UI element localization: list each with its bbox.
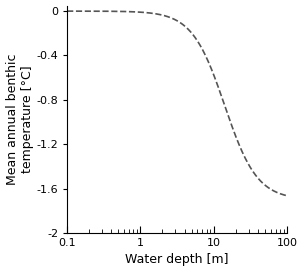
X-axis label: Water depth [m]: Water depth [m] bbox=[125, 254, 229, 267]
Y-axis label: Mean annual benthic
temperature [°C]: Mean annual benthic temperature [°C] bbox=[5, 54, 34, 185]
